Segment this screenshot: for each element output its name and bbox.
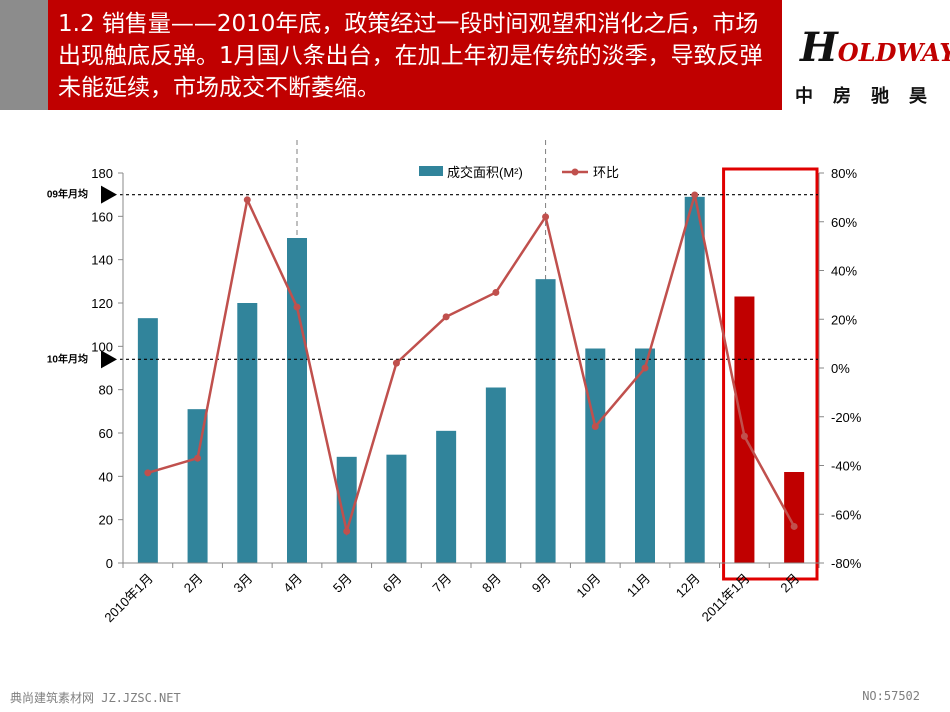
bar — [684, 196, 705, 564]
logo-initial: H — [800, 24, 838, 71]
right-tick-label: -40% — [831, 459, 862, 474]
legend-line-marker — [571, 168, 579, 176]
mom-point — [293, 303, 301, 311]
x-tick-label: 8月 — [479, 571, 504, 596]
legend-line-label: 环比 — [593, 165, 619, 180]
mom-point — [144, 469, 152, 477]
mom-point — [542, 213, 550, 221]
left-tick-label: 120 — [91, 296, 113, 311]
left-tick-label: 140 — [91, 253, 113, 268]
bar — [336, 456, 357, 563]
mom-point — [392, 359, 400, 367]
mom-point — [591, 423, 599, 430]
logo-chinese-name: 中房驰昊 — [795, 86, 947, 107]
left-tick-label: 100 — [91, 339, 113, 354]
left-tick-label: 40 — [99, 469, 113, 484]
right-tick-label: -60% — [831, 507, 862, 522]
x-tick-label: 10月 — [573, 571, 603, 601]
footer-watermark: 典尚建筑素材网 JZ.JZSC.NET — [10, 691, 181, 705]
bar — [535, 279, 556, 563]
x-tick-label: 11月 — [624, 571, 653, 600]
x-tick-label: 6月 — [380, 571, 405, 596]
reference-arrow — [101, 350, 117, 369]
left-tick-label: 0 — [106, 556, 113, 571]
reference-arrow — [101, 185, 117, 204]
holdways-logo: HOLDWAYS — [800, 24, 950, 71]
mom-point — [343, 527, 351, 535]
bar — [585, 348, 606, 563]
bar — [386, 454, 407, 563]
mom-point — [442, 313, 450, 321]
bar — [635, 348, 655, 563]
legend-bar-swatch — [419, 166, 443, 176]
x-tick-label: 3月 — [230, 571, 255, 596]
right-tick-label: 0% — [831, 361, 850, 376]
right-tick-label: 40% — [831, 264, 857, 279]
title-band — [48, 0, 782, 110]
footer-number: NO:57502 — [862, 689, 920, 703]
x-tick-label: 5月 — [330, 571, 355, 596]
x-tick-label: 12月 — [673, 571, 703, 601]
bar — [784, 472, 805, 563]
left-tick-label: 20 — [99, 513, 113, 528]
right-tick-label: 20% — [831, 312, 857, 327]
bar — [187, 409, 208, 563]
x-tick-label: 9月 — [529, 571, 554, 596]
bar — [137, 318, 158, 563]
reference-label: 10年月均 — [47, 352, 88, 365]
right-tick-label: -80% — [831, 556, 862, 571]
left-tick-label: 60 — [99, 426, 113, 441]
left-tick-label: 180 — [91, 166, 113, 181]
bar — [287, 238, 307, 563]
mom-point — [790, 522, 798, 530]
x-tick-label: 4月 — [280, 571, 305, 596]
slide-title: 1.2 销售量——2010年底，政策经过一段时间观望和消化之后，市场出现触底反弹… — [58, 11, 763, 101]
mom-point — [740, 432, 748, 440]
bar — [485, 387, 506, 563]
mom-point — [243, 196, 251, 204]
logo-rest: OLDWAYS — [837, 38, 950, 67]
reference-label: 09年月均 — [47, 188, 88, 201]
bar — [734, 296, 755, 563]
bar — [436, 430, 457, 563]
x-tick-label: 2月 — [777, 571, 802, 596]
right-tick-label: 80% — [831, 166, 857, 181]
mom-line — [147, 194, 796, 537]
left-tick-label: 160 — [91, 209, 113, 224]
mom-point — [691, 191, 699, 199]
mom-point — [492, 288, 500, 296]
bar — [237, 303, 258, 563]
left-strip — [0, 0, 48, 110]
mom-point — [641, 364, 649, 372]
right-tick-label: 60% — [831, 215, 857, 230]
legend-bar-label: 成交面积(M²) — [447, 165, 523, 180]
mom-point — [194, 454, 202, 462]
x-tick-label: 7月 — [429, 571, 454, 596]
logo-area — [782, 0, 950, 110]
left-tick-label: 80 — [99, 383, 113, 398]
right-tick-label: -20% — [831, 410, 862, 425]
x-tick-label: 2月 — [181, 571, 206, 596]
x-tick-label: 2010年1月 — [101, 571, 156, 626]
highlight-box — [722, 167, 819, 581]
